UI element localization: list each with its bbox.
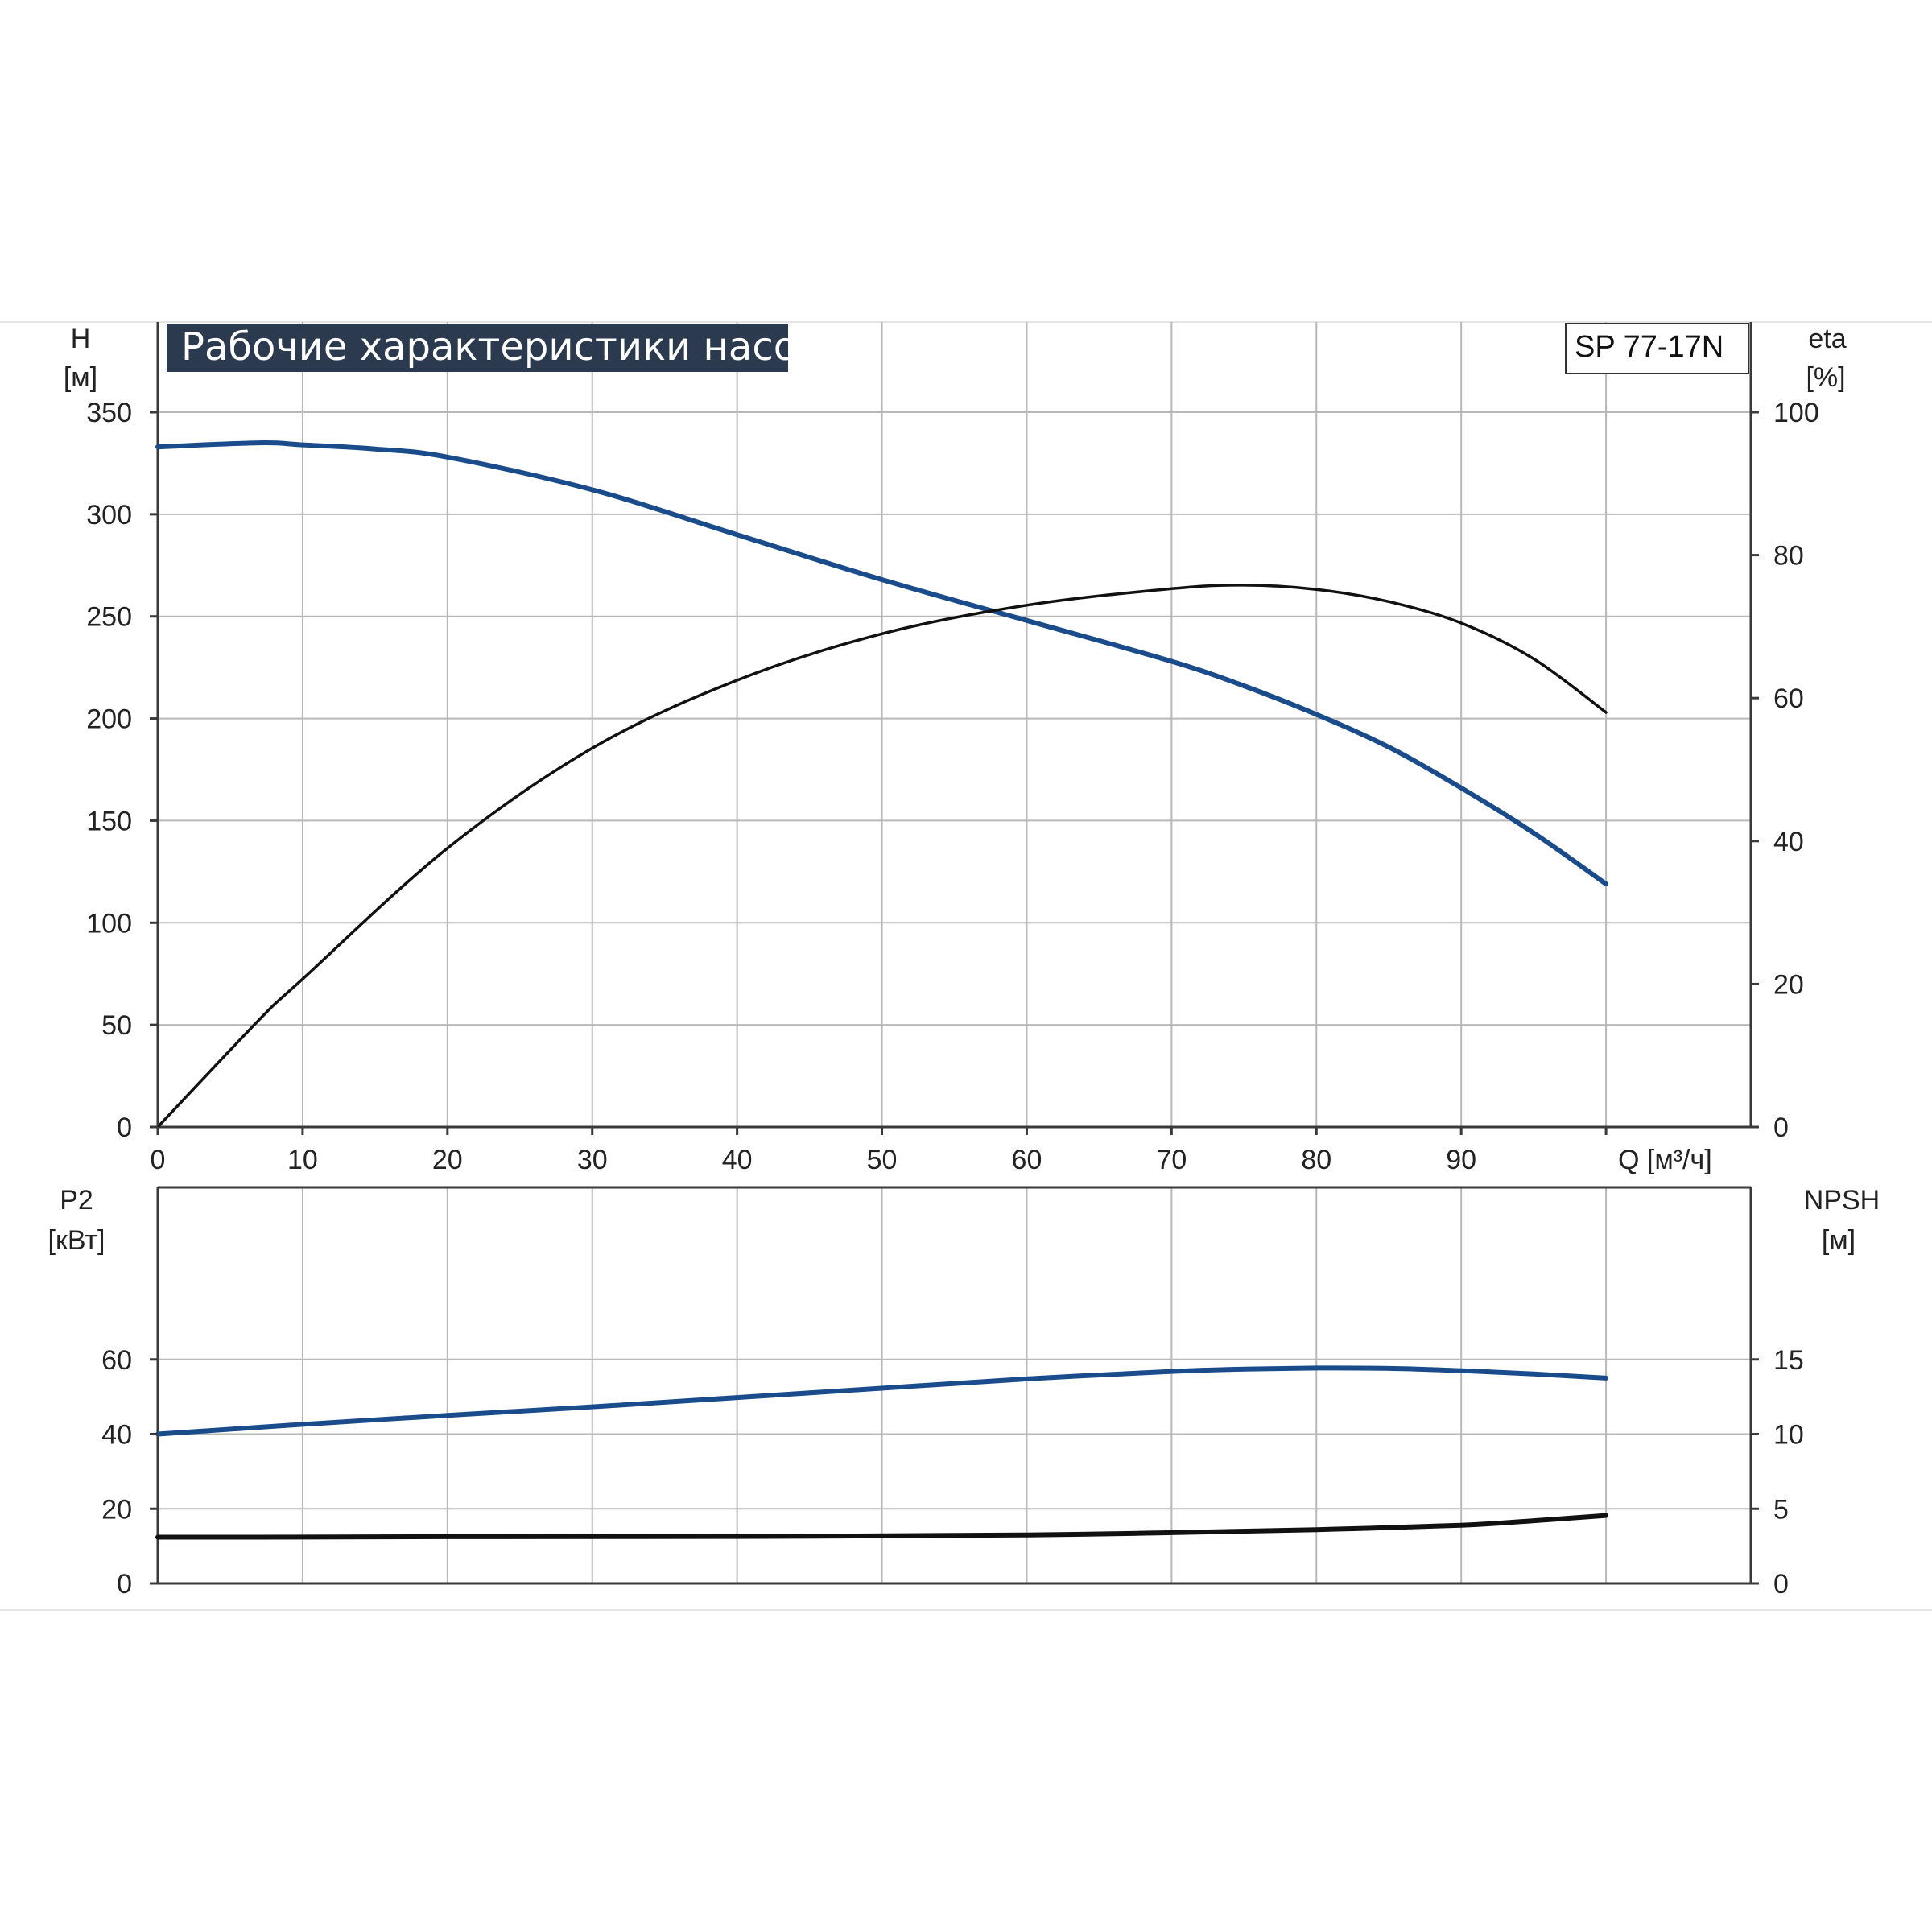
right-tick-label: 15	[1773, 1345, 1804, 1376]
eta-axis-unit: [%]	[1806, 362, 1845, 393]
left-tick-label: 150	[86, 806, 132, 836]
left-tick-label: 300	[86, 500, 132, 530]
x-tick-label: 70	[1156, 1145, 1187, 1175]
right-tick-label: 0	[1773, 1113, 1789, 1143]
x-tick-label: 80	[1301, 1145, 1331, 1175]
left-tick-label: 0	[117, 1569, 132, 1600]
right-tick-label: 0	[1773, 1569, 1789, 1600]
top-series-line-2	[156, 584, 1608, 1129]
right-tick-label: 40	[1773, 827, 1804, 857]
eta-axis-label: eta	[1808, 324, 1846, 354]
title-box	[167, 324, 788, 372]
x-tick-label: 10	[287, 1145, 318, 1175]
x-tick-label: 20	[432, 1145, 463, 1175]
bottom-series-line-2	[155, 1513, 1609, 1540]
npsh-axis-label: NPSH	[1804, 1185, 1880, 1216]
right-tick-label: 5	[1773, 1494, 1789, 1525]
bottom-panel-grid	[156, 1186, 1752, 1585]
npsh-axis-unit: [м]	[1822, 1225, 1856, 1256]
bottom-panel-series	[155, 1365, 1609, 1540]
q-axis-label: Q [м³/ч]	[1618, 1145, 1712, 1175]
left-tick-label: 100	[86, 908, 132, 939]
left-tick-label: 200	[86, 704, 132, 735]
right-tick-label: 20	[1773, 969, 1804, 1000]
top-series-line-1	[155, 440, 1609, 887]
p2-axis-unit: [кВт]	[48, 1225, 105, 1256]
h-axis-label: H	[71, 324, 91, 354]
right-tick-label: 100	[1773, 398, 1819, 428]
left-tick-label: 20	[101, 1494, 132, 1525]
right-tick-label: 80	[1773, 541, 1804, 572]
x-tick-label: 90	[1446, 1145, 1476, 1175]
left-tick-label: 350	[86, 398, 132, 428]
left-tick-label: 60	[101, 1345, 132, 1376]
left-tick-label: 40	[101, 1420, 132, 1451]
p2-axis-label: P2	[60, 1185, 93, 1216]
tick-labels: 0501001502002503003500204060801000204060…	[86, 398, 1818, 1600]
x-tick-label: 0	[151, 1145, 166, 1175]
left-tick-label: 250	[86, 602, 132, 633]
chart-title: Рабочие характеристики насоса	[181, 324, 842, 369]
model-box	[1565, 323, 1749, 374]
model-label: SP 77-17N	[1575, 330, 1724, 364]
x-tick-label: 60	[1012, 1145, 1042, 1175]
top-panel-grid	[156, 322, 1752, 1129]
left-tick-label: 50	[101, 1010, 132, 1041]
top-panel-series	[155, 440, 1609, 1129]
x-tick-label: 40	[722, 1145, 753, 1175]
h-axis-unit: [м]	[64, 362, 97, 393]
x-tick-label: 30	[577, 1145, 608, 1175]
right-tick-label: 60	[1773, 683, 1804, 714]
x-tick-label: 50	[867, 1145, 898, 1175]
bottom-series-line-1	[155, 1365, 1609, 1437]
right-tick-label: 10	[1773, 1420, 1804, 1451]
left-tick-label: 0	[117, 1113, 132, 1143]
